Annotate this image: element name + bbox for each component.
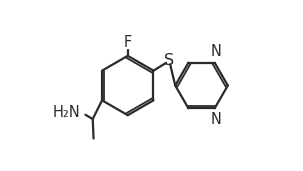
Text: N: N (211, 44, 221, 59)
Text: S: S (164, 53, 174, 68)
Text: F: F (124, 35, 132, 50)
Text: N: N (211, 112, 221, 127)
Text: H₂N: H₂N (53, 105, 80, 120)
